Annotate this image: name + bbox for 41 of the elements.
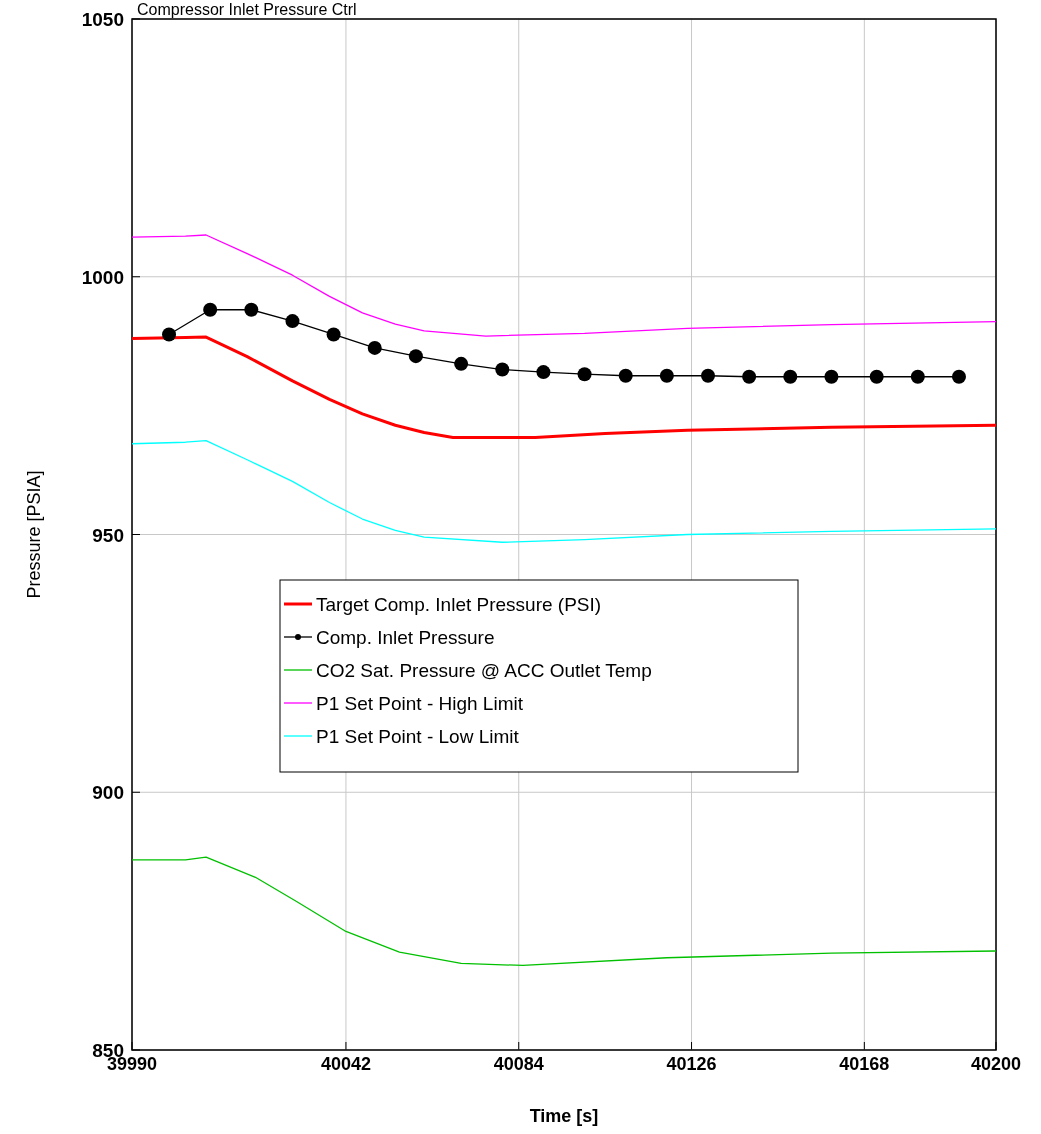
legend-label: P1 Set Point - High Limit <box>316 693 524 714</box>
x-tick-label: 40200 <box>970 1054 1022 1074</box>
y-tick-label: 1000 <box>81 266 124 288</box>
legend-label: P1 Set Point - Low Limit <box>316 726 520 747</box>
y-tick-label: 950 <box>92 524 124 546</box>
point <box>244 302 259 317</box>
point <box>659 368 674 383</box>
point <box>618 368 633 383</box>
y-tick-label: 900 <box>92 782 124 804</box>
x-tick-label: 40042 <box>320 1054 371 1074</box>
point <box>326 327 341 342</box>
point <box>203 302 218 317</box>
point <box>495 362 510 377</box>
line-series <box>131 856 997 967</box>
x-tick-label: 40126 <box>666 1054 717 1074</box>
x-axis-title: Time [s] <box>529 1106 599 1126</box>
point <box>454 356 469 371</box>
legend-label: CO2 Sat. Pressure @ ACC Outlet Temp <box>316 660 652 681</box>
point <box>783 369 798 384</box>
point <box>910 369 925 384</box>
x-tick-label: 40084 <box>493 1054 544 1074</box>
line-series <box>130 335 998 440</box>
chart-title: Compressor Inlet Pressure Ctrl <box>137 1 357 18</box>
legend-label: Target Comp. Inlet Pressure (PSI) <box>316 594 602 615</box>
point <box>869 369 884 384</box>
point <box>536 365 551 380</box>
point <box>742 369 757 384</box>
y-tick-label: 1050 <box>81 9 124 30</box>
y-axis-title: Pressure [PSIA] <box>24 470 44 599</box>
point <box>162 327 177 342</box>
point <box>285 314 300 329</box>
line-series <box>131 440 997 543</box>
point <box>577 367 592 382</box>
point <box>408 349 423 364</box>
x-tick-label: 40168 <box>839 1054 890 1074</box>
point <box>367 340 382 355</box>
point <box>701 368 715 383</box>
point <box>951 369 966 384</box>
point <box>824 369 839 384</box>
line-series <box>131 234 997 337</box>
legend-label: Comp. Inlet Pressure <box>316 627 495 648</box>
